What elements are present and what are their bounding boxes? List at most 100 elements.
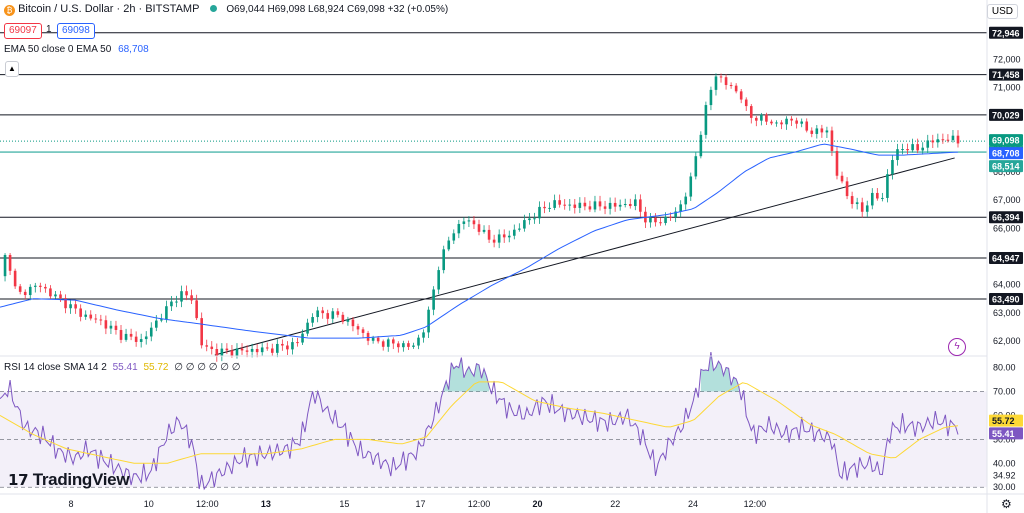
candle[interactable] [775, 120, 778, 127]
candle[interactable] [79, 304, 82, 322]
candle[interactable] [54, 291, 57, 299]
candle[interactable] [492, 234, 496, 248]
candle[interactable] [200, 312, 203, 349]
candle[interactable] [270, 343, 274, 356]
candle[interactable] [921, 142, 925, 155]
candle[interactable] [442, 245, 446, 274]
candle[interactable] [250, 343, 254, 358]
candle[interactable] [49, 285, 52, 300]
candle[interactable] [639, 194, 642, 217]
candle[interactable] [402, 340, 405, 352]
candle[interactable] [245, 345, 249, 358]
candle[interactable] [432, 286, 435, 316]
candle[interactable] [149, 322, 153, 342]
candle[interactable] [457, 219, 461, 239]
candle[interactable] [33, 282, 37, 293]
candle[interactable] [770, 119, 773, 126]
candle[interactable] [825, 126, 829, 138]
candle[interactable] [69, 300, 72, 314]
candle[interactable] [729, 82, 733, 89]
candle[interactable] [507, 230, 511, 243]
candle[interactable] [18, 283, 22, 295]
rsi-line[interactable] [0, 352, 959, 491]
candle[interactable] [603, 200, 607, 215]
candle[interactable] [916, 138, 919, 154]
candle[interactable] [628, 198, 632, 209]
candle[interactable] [674, 207, 677, 223]
candle[interactable] [225, 343, 229, 355]
candle[interactable] [220, 343, 224, 362]
candle[interactable] [578, 197, 582, 214]
candle[interactable] [276, 339, 279, 358]
candle[interactable] [44, 283, 47, 293]
candle[interactable] [109, 320, 113, 334]
candle[interactable] [412, 342, 415, 349]
candle[interactable] [840, 171, 844, 184]
collapse-legend-button[interactable]: ▲ [5, 61, 19, 77]
ema50-line[interactable] [0, 143, 959, 339]
candle[interactable] [936, 133, 940, 148]
candle[interactable] [94, 313, 98, 324]
candle[interactable] [512, 224, 516, 240]
candle[interactable] [397, 341, 400, 353]
candle[interactable] [800, 118, 803, 128]
candle[interactable] [719, 73, 723, 83]
candle[interactable] [830, 126, 834, 156]
candle[interactable] [951, 130, 955, 143]
candle[interactable] [583, 197, 587, 211]
candle[interactable] [634, 194, 637, 211]
candle[interactable] [815, 125, 819, 139]
candle[interactable] [185, 285, 188, 301]
rsi-sma-line[interactable] [0, 381, 959, 464]
candle[interactable] [472, 215, 476, 230]
candle[interactable] [886, 169, 889, 203]
candle[interactable] [296, 337, 299, 347]
candle[interactable] [941, 133, 945, 144]
candle[interactable] [144, 331, 148, 345]
candle[interactable] [608, 197, 612, 215]
candle[interactable] [291, 337, 294, 355]
candle[interactable] [548, 202, 551, 212]
candle[interactable] [23, 289, 27, 300]
candle[interactable] [104, 315, 108, 335]
candle[interactable] [341, 311, 345, 325]
candle[interactable] [785, 116, 788, 130]
candle[interactable] [749, 104, 753, 124]
candle[interactable] [8, 252, 12, 275]
candle[interactable] [518, 223, 521, 232]
candle[interactable] [386, 337, 390, 352]
candle[interactable] [659, 217, 662, 226]
candle[interactable] [215, 343, 219, 362]
candle[interactable] [689, 172, 693, 201]
candle[interactable] [679, 200, 682, 218]
candle[interactable] [452, 229, 456, 245]
candle[interactable] [805, 118, 809, 133]
candle[interactable] [523, 214, 526, 232]
candle[interactable] [881, 192, 884, 202]
candle[interactable] [865, 200, 869, 217]
candle[interactable] [160, 313, 163, 323]
candle[interactable] [13, 268, 17, 289]
candle[interactable] [190, 289, 193, 304]
candle[interactable] [755, 116, 758, 127]
candle[interactable] [588, 200, 592, 212]
candle[interactable] [598, 195, 602, 211]
candle[interactable] [739, 88, 743, 104]
candle[interactable] [437, 266, 440, 295]
replay-icon[interactable]: ϟ [948, 338, 966, 356]
candle[interactable] [124, 328, 128, 342]
candle[interactable] [326, 309, 330, 325]
candle[interactable] [835, 147, 839, 180]
candle[interactable] [346, 316, 350, 326]
candle[interactable] [3, 253, 7, 282]
candle[interactable] [205, 339, 209, 352]
candle[interactable] [59, 290, 62, 302]
candle[interactable] [119, 324, 123, 344]
candle[interactable] [593, 195, 597, 213]
candle[interactable] [618, 199, 622, 211]
candle[interactable] [654, 213, 657, 227]
candle[interactable] [28, 284, 32, 301]
candle[interactable] [850, 191, 854, 209]
candle[interactable] [331, 308, 335, 324]
candle[interactable] [623, 198, 627, 208]
